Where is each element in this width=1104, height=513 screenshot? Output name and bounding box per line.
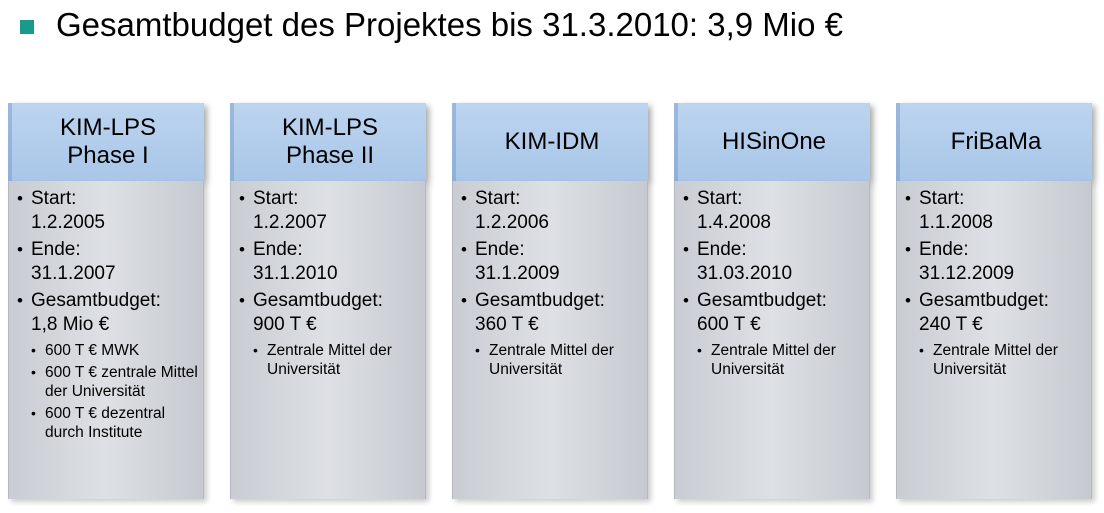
end-date: 31.1.2010 [253, 263, 338, 284]
end-item: Ende: 31.03.2010 [683, 238, 865, 286]
funding-note: 600 T € dezentral durch Institute [17, 404, 199, 442]
project-header: HISinOne [674, 103, 870, 181]
headline-text: Gesamtbudget des Projektes bis 31.3.2010… [56, 6, 843, 43]
project-column-kim-lps-phase-1: KIM-LPS Phase I Start: 1.2.2005 Ende: 31… [8, 103, 204, 499]
funding-note: Zentrale Mittel der Universität [683, 341, 865, 379]
budget-item: Gesamtbudget: 600 T € [683, 289, 865, 337]
end-date: 31.12.2009 [919, 263, 1015, 284]
project-name: KIM-LPS Phase II [281, 114, 379, 169]
project-name: HISinOne [721, 128, 827, 155]
end-item: Ende: 31.1.2010 [239, 238, 421, 286]
budget-item: Gesamtbudget: 900 T € [239, 289, 421, 337]
funding-note: Zentrale Mittel der Universität [239, 341, 421, 379]
project-details: Start: 1.1.2008 Ende: 31.12.2009 Gesamtb… [896, 181, 1092, 499]
project-header: FriBaMa [896, 103, 1092, 181]
funding-notes: Zentrale Mittel der Universität [683, 341, 865, 379]
budget-item: Gesamtbudget: 240 T € [905, 289, 1087, 337]
start-date: 1.1.2008 [919, 212, 993, 233]
budget-value: 600 T € [697, 314, 761, 335]
budget-label: Gesamtbudget: [697, 290, 827, 311]
budget-item: Gesamtbudget: 1,8 Mio € [17, 289, 199, 337]
project-details: Start: 1.2.2005 Ende: 31.1.2007 Gesamtbu… [8, 181, 204, 499]
start-label: Start: [919, 188, 965, 209]
project-column-kim-lps-phase-2: KIM-LPS Phase II Start: 1.2.2007 Ende: 3… [230, 103, 426, 499]
funding-notes: 600 T € MWK 600 T € zentrale Mittel der … [17, 341, 199, 442]
start-item: Start: 1.4.2008 [683, 187, 865, 235]
funding-notes: Zentrale Mittel der Universität [239, 341, 421, 379]
end-date: 31.03.2010 [697, 263, 793, 284]
funding-notes: Zentrale Mittel der Universität [461, 341, 643, 379]
budget-label: Gesamtbudget: [475, 290, 605, 311]
project-columns: KIM-LPS Phase I Start: 1.2.2005 Ende: 31… [8, 103, 1104, 499]
start-item: Start: 1.2.2005 [17, 187, 199, 235]
funding-notes: Zentrale Mittel der Universität [905, 341, 1087, 379]
project-header: KIM-LPS Phase II [230, 103, 426, 181]
start-item: Start: 1.2.2007 [239, 187, 421, 235]
project-name: FriBaMa [950, 128, 1042, 155]
start-item: Start: 1.1.2008 [905, 187, 1087, 235]
end-label: Ende: [31, 239, 81, 260]
square-bullet-icon [20, 20, 34, 34]
budget-item: Gesamtbudget: 360 T € [461, 289, 643, 337]
project-column-hisinone: HISinOne Start: 1.4.2008 Ende: 31.03.201… [674, 103, 870, 499]
project-header: KIM-IDM [452, 103, 648, 181]
start-date: 1.2.2006 [475, 212, 549, 233]
project-details: Start: 1.2.2006 Ende: 31.1.2009 Gesamtbu… [452, 181, 648, 499]
project-details: Start: 1.4.2008 Ende: 31.03.2010 Gesamtb… [674, 181, 870, 499]
funding-note: Zentrale Mittel der Universität [905, 341, 1087, 379]
end-label: Ende: [919, 239, 969, 260]
end-label: Ende: [697, 239, 747, 260]
headline: Gesamtbudget des Projektes bis 31.3.2010… [20, 2, 843, 48]
end-date: 31.1.2007 [31, 263, 116, 284]
project-column-kim-idm: KIM-IDM Start: 1.2.2006 Ende: 31.1.2009 … [452, 103, 648, 499]
start-item: Start: 1.2.2006 [461, 187, 643, 235]
start-label: Start: [697, 188, 743, 209]
start-label: Start: [31, 188, 77, 209]
funding-note: 600 T € MWK [17, 341, 199, 360]
end-item: Ende: 31.1.2007 [17, 238, 199, 286]
budget-label: Gesamtbudget: [31, 290, 161, 311]
funding-note: Zentrale Mittel der Universität [461, 341, 643, 379]
budget-value: 1,8 Mio € [31, 314, 110, 335]
project-name: KIM-IDM [504, 128, 600, 155]
budget-label: Gesamtbudget: [253, 290, 383, 311]
project-details: Start: 1.2.2007 Ende: 31.1.2010 Gesamtbu… [230, 181, 426, 499]
project-header: KIM-LPS Phase I [8, 103, 204, 181]
start-label: Start: [253, 188, 299, 209]
budget-value: 360 T € [475, 314, 539, 335]
start-date: 1.2.2007 [253, 212, 327, 233]
budget-value: 900 T € [253, 314, 317, 335]
end-label: Ende: [475, 239, 525, 260]
budget-value: 240 T € [919, 314, 983, 335]
start-date: 1.2.2005 [31, 212, 105, 233]
end-item: Ende: 31.1.2009 [461, 238, 643, 286]
start-date: 1.4.2008 [697, 212, 771, 233]
budget-label: Gesamtbudget: [919, 290, 1049, 311]
end-label: Ende: [253, 239, 303, 260]
start-label: Start: [475, 188, 521, 209]
funding-note: 600 T € zentrale Mittel der Universität [17, 363, 199, 401]
project-name: KIM-LPS Phase I [59, 114, 157, 169]
end-item: Ende: 31.12.2009 [905, 238, 1087, 286]
end-date: 31.1.2009 [475, 263, 560, 284]
project-column-fribama: FriBaMa Start: 1.1.2008 Ende: 31.12.2009… [896, 103, 1092, 499]
